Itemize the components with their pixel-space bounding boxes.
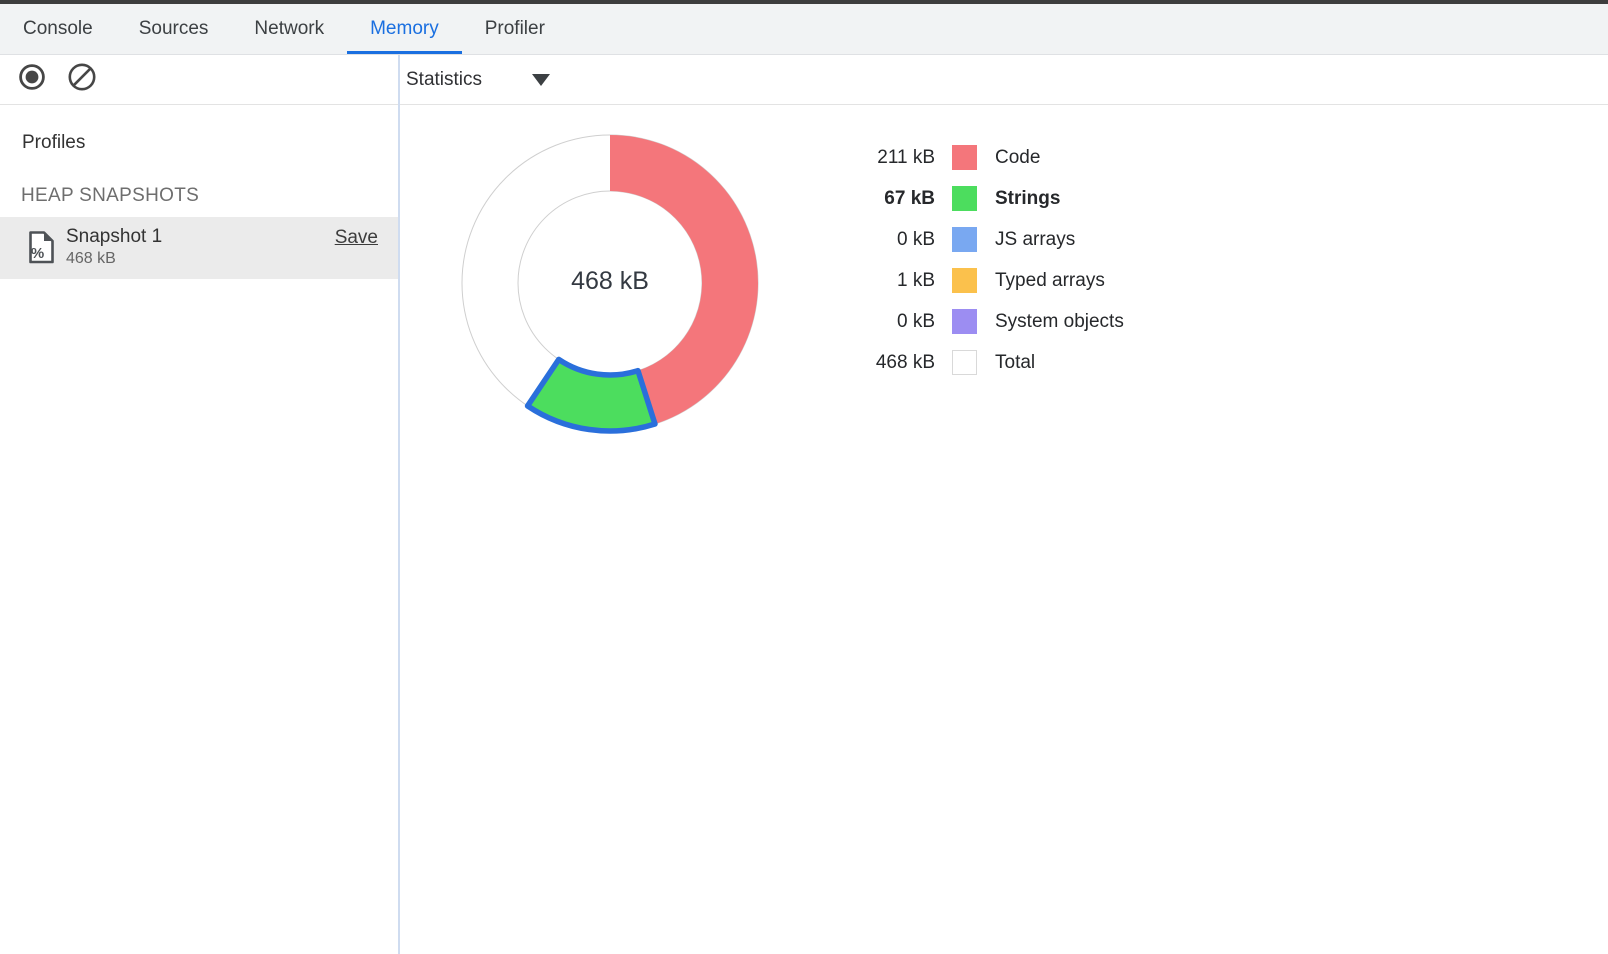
legend-row-strings[interactable]: 67 kB Strings bbox=[845, 178, 1124, 219]
clear-icon bbox=[67, 62, 97, 97]
chart-slice-code[interactable] bbox=[610, 135, 759, 424]
profiler-toolbar-left bbox=[0, 55, 398, 104]
record-button[interactable] bbox=[17, 63, 47, 96]
statistics-panel: 468 kB 211 kB Code 67 kB Strings 0 kB JS arra… bbox=[400, 105, 1608, 954]
legend-swatch-code bbox=[952, 145, 977, 170]
legend-label: Typed arrays bbox=[995, 269, 1105, 291]
legend-swatch-system-objects bbox=[952, 309, 977, 334]
profiler-toolbar-right: Statistics bbox=[400, 55, 1608, 104]
legend-label: Code bbox=[995, 146, 1041, 168]
heap-donut-chart bbox=[461, 134, 759, 434]
legend-row-total[interactable]: 468 kB Total bbox=[845, 342, 1124, 383]
legend-label: System objects bbox=[995, 310, 1124, 332]
snapshot-name: Snapshot 1 bbox=[66, 226, 163, 247]
legend-value: 0 kB bbox=[896, 228, 935, 250]
heap-snapshot-icon: % bbox=[27, 231, 54, 269]
legend-label: Total bbox=[995, 351, 1036, 373]
legend-row-system-objects[interactable]: 0 kB System objects bbox=[845, 301, 1124, 342]
devtools-tabbar: Console Sources Network Memory Profiler bbox=[0, 4, 1608, 55]
legend-row-typed-arrays[interactable]: 1 kB Typed arrays bbox=[845, 260, 1124, 301]
tab-console[interactable]: Console bbox=[23, 18, 93, 39]
snapshot-list: % Snapshot 1 468 kB Save bbox=[0, 217, 398, 279]
legend-value: 211 kB bbox=[877, 146, 935, 168]
toolbar: Statistics bbox=[0, 55, 1608, 105]
snapshot-size: 468 kB bbox=[66, 250, 116, 267]
tab-sources[interactable]: Sources bbox=[138, 18, 209, 39]
save-link[interactable]: Save bbox=[334, 227, 378, 248]
chevron-down-icon bbox=[532, 73, 551, 86]
legend-label: Strings bbox=[995, 187, 1061, 209]
heap-snapshots-heading: HEAP SNAPSHOTS bbox=[21, 185, 200, 206]
profiles-sidebar: Profiles HEAP SNAPSHOTS % Snapshot 1 468 k… bbox=[0, 105, 398, 954]
record-icon bbox=[18, 63, 46, 96]
window-top-strip bbox=[0, 0, 1608, 4]
tab-memory[interactable]: Memory bbox=[347, 4, 462, 54]
clear-button[interactable] bbox=[67, 62, 97, 97]
legend-row-js-arrays[interactable]: 0 kB JS arrays bbox=[845, 219, 1124, 260]
panel-split-divider[interactable] bbox=[398, 55, 400, 954]
legend-swatch-js-arrays bbox=[952, 227, 977, 252]
chart-total-label: 468 kB bbox=[571, 267, 649, 295]
chart-slice-strings[interactable] bbox=[524, 356, 658, 434]
svg-text:%: % bbox=[31, 245, 44, 262]
tab-profiler[interactable]: Profiler bbox=[484, 18, 545, 39]
legend-value: 0 kB bbox=[896, 310, 935, 332]
snapshot-item[interactable]: % Snapshot 1 468 kB Save bbox=[0, 217, 398, 279]
tab-network[interactable]: Network bbox=[254, 18, 325, 39]
statistics-view-select[interactable]: Statistics bbox=[400, 68, 551, 91]
legend-label: JS arrays bbox=[995, 228, 1076, 250]
legend-value: 67 kB bbox=[884, 187, 935, 209]
legend-swatch-strings bbox=[952, 186, 977, 211]
legend-swatch-total bbox=[952, 350, 977, 375]
view-select-value: Statistics bbox=[406, 68, 483, 90]
sidebar-title: Profiles bbox=[22, 132, 86, 153]
legend-value: 468 kB bbox=[875, 351, 935, 373]
legend-row-code[interactable]: 211 kB Code bbox=[845, 137, 1124, 178]
chart-legend: 211 kB Code 67 kB Strings 0 kB JS arrays 1 kB T… bbox=[845, 137, 1124, 383]
legend-swatch-typed-arrays bbox=[952, 268, 977, 293]
legend-value: 1 kB bbox=[896, 269, 935, 291]
